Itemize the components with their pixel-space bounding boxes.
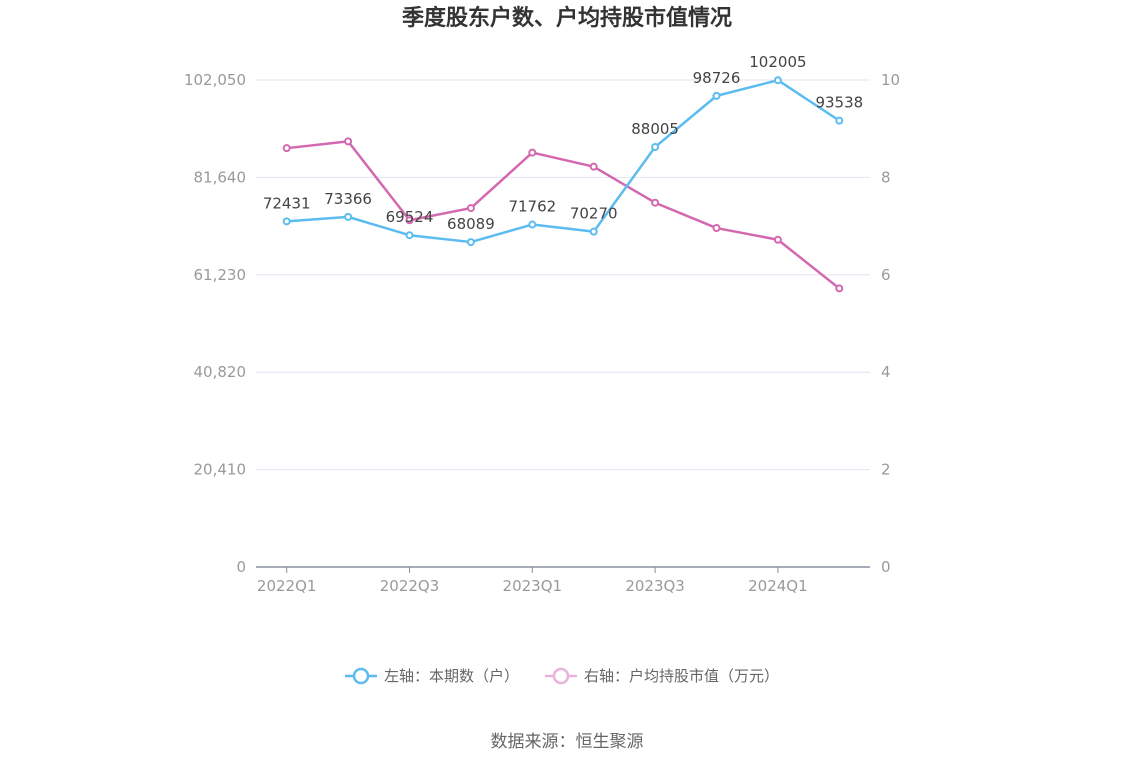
avg-value-point	[651, 198, 660, 207]
left-axis-tick-label: 40,820	[194, 363, 247, 381]
holders-data-label: 72431	[263, 194, 311, 212]
right-axis-tick-label: 2	[881, 461, 891, 479]
legend[interactable]: 左轴：本期数（户） 右轴：户均持股市值（万元）	[345, 667, 779, 685]
avg-value-point	[344, 137, 353, 146]
holders-data-label: 88005	[631, 120, 679, 138]
avg-value-point	[589, 162, 598, 171]
chart-title: 季度股东户数、户均持股市值情况	[402, 5, 732, 31]
legend-marker-icon	[552, 667, 570, 685]
right-axis-tick-label: 0	[881, 558, 891, 576]
avg-value-point	[528, 148, 537, 157]
avg-value-point	[712, 224, 721, 233]
x-axis-tick-label: 2022Q1	[257, 577, 317, 595]
left-axis-tick-label: 81,640	[194, 168, 247, 186]
holders-data-label: 68089	[447, 215, 495, 233]
legend-item-holders[interactable]: 左轴：本期数（户）	[345, 667, 519, 685]
legend-item-avg-value[interactable]: 右轴：户均持股市值（万元）	[545, 667, 779, 685]
left-axis-tick-label: 0	[236, 558, 246, 576]
holders-point	[528, 220, 537, 229]
x-axis-tick-label: 2022Q3	[380, 577, 440, 595]
holders-data-label: 70270	[570, 205, 618, 223]
holders-data-label: 71762	[508, 198, 556, 216]
series-line-avg-value	[286, 140, 841, 290]
legend-label: 左轴：本期数（户）	[384, 667, 519, 685]
holders-point	[589, 227, 598, 236]
right-axis-tick-label: 8	[881, 168, 891, 186]
right-axis-tick-label: 10	[881, 71, 900, 89]
avg-value-point	[835, 284, 844, 293]
x-axis-tick-label: 2024Q1	[748, 577, 808, 595]
holders-point	[651, 143, 660, 152]
data-labels: 72431 73366 69524 68089 71762 70270 88005 98726…	[263, 53, 863, 233]
x-axis-tick-label: 2023Q1	[503, 577, 563, 595]
right-axis-tick-label: 6	[881, 266, 891, 284]
holders-point	[773, 76, 782, 85]
right-axis-tick-label: 4	[881, 363, 891, 381]
x-axis-tick-label: 2023Q3	[625, 577, 685, 595]
holders-data-label: 98726	[693, 69, 741, 87]
avg-value-point	[773, 235, 782, 244]
holders-point	[712, 91, 721, 100]
holders-point	[466, 238, 475, 247]
holders-data-label: 69524	[386, 208, 434, 226]
holders-data-label: 73366	[324, 190, 372, 208]
holders-point	[405, 231, 414, 240]
avg-value-point	[466, 204, 475, 213]
holders-point	[344, 212, 353, 221]
source-note: 数据来源：恒生聚源	[491, 732, 644, 752]
left-axis-tick-label: 20,410	[194, 461, 247, 479]
series-lines	[286, 78, 841, 290]
series-points	[282, 76, 844, 293]
axes: 0 20,410 40,820 61,230 81,640 102,050 0 2 4 6 8 10 2…	[184, 71, 900, 595]
series-line-holders	[286, 78, 840, 244]
left-axis-tick-label: 102,050	[184, 71, 246, 89]
holders-point	[835, 116, 844, 125]
avg-value-point	[405, 216, 414, 225]
legend-marker-icon	[352, 667, 370, 685]
left-axis-tick-label: 61,230	[194, 266, 247, 284]
holders-point	[282, 217, 291, 226]
legend-label: 右轴：户均持股市值（万元）	[584, 667, 779, 685]
avg-value-point	[282, 144, 291, 153]
holders-data-label: 93538	[815, 94, 863, 112]
gridlines	[256, 79, 870, 471]
holders-data-label: 102005	[749, 53, 806, 71]
